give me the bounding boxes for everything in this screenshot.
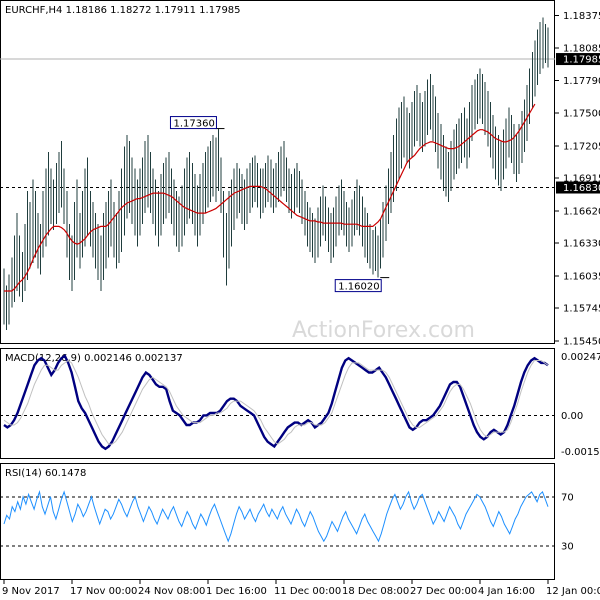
price-y-tick-label: 1.16330: [563, 239, 600, 250]
price-annotation: 1.16020: [334, 277, 390, 293]
annotation-box: [334, 279, 382, 293]
macd-line: [3, 354, 549, 451]
macd-y-tick-label: 0.002476: [561, 352, 600, 363]
x-tick-label: 1 Dec 16:00: [206, 586, 267, 597]
price-series-layer: 1.17360 1.16020: [0, 17, 555, 330]
rsi-series-layer: [0, 490, 555, 547]
x-tick-label: 18 Dec 08:00: [342, 586, 409, 597]
axis-labels-layer: 1.18375 1.18085 1.17790 1.17500 1.17205 1.169…: [2, 11, 600, 597]
macd-y-tick-label: 0.00: [561, 411, 583, 422]
price-y-tick-label: 1.16915: [563, 174, 600, 185]
annotation-label: 1.16020: [338, 282, 379, 293]
price-annotation: 1.17360: [169, 116, 225, 130]
x-tick-label: 9 Nov 2017: [2, 586, 60, 597]
price-y-tick-label: 1.16035: [563, 271, 600, 282]
current-price-badge: [556, 53, 600, 66]
price-y-tick-label: 1.15745: [563, 304, 600, 315]
annotation-label: 1.17360: [173, 119, 214, 130]
x-tick-label: 12 Jan 00:00: [546, 586, 600, 597]
x-tick-label: 4 Jan 16:00: [478, 586, 535, 597]
moving-average-line: [4, 103, 536, 292]
price-y-tick-label: 1.18375: [563, 11, 600, 22]
price-title: EURCHF,H4 1.18186 1.18272 1.17911 1.1798…: [5, 5, 241, 16]
rsi-y-tick-label: 70: [561, 492, 574, 503]
watermark-text: ActionForex.com: [292, 318, 475, 343]
price-y-tick-label: 1.17205: [563, 141, 600, 152]
signal-line: [3, 359, 549, 445]
price-y-tick-label: 1.16620: [563, 206, 600, 217]
macd-y-tick-label: -0.001507: [561, 447, 600, 458]
price-y-tick-label: 1.17790: [563, 76, 600, 87]
rsi-title: RSI(14) 60.1478: [5, 468, 86, 479]
rsi-y-tick-label: 30: [561, 542, 574, 553]
macd-series-layer: [0, 354, 555, 451]
macd-title: MACD(12,26,9) 0.002146 0.002137: [5, 353, 183, 364]
price-panel-frame: [0, 0, 555, 344]
x-tick-label: 17 Nov 00:00: [70, 586, 137, 597]
rsi-line: [3, 490, 549, 543]
support-level-badge: [556, 181, 600, 194]
price-y-tick-label: 1.17500: [563, 108, 600, 119]
price-y-tick-label: 1.18085: [563, 43, 600, 54]
price-y-tick-label: 1.15450: [563, 337, 600, 348]
current-price-label: 1.17985: [563, 55, 600, 66]
annotation-box: [169, 116, 217, 130]
rsi-panel-frame: [0, 463, 555, 580]
macd-panel-frame: [0, 348, 555, 459]
x-tick-label: 27 Dec 00:00: [410, 586, 477, 597]
x-tick-label: 24 Nov 08:00: [138, 586, 205, 597]
x-tick-label: 11 Dec 00:00: [274, 586, 341, 597]
